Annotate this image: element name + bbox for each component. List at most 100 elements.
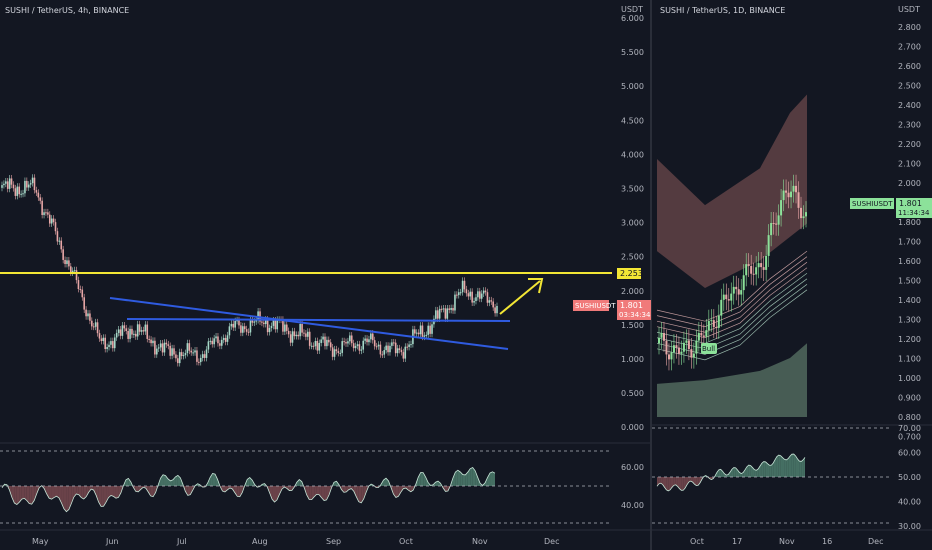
left-rsi-axis: 60.00 40.00 (621, 463, 644, 510)
left-candle-body (31, 177, 34, 184)
lower-band (657, 343, 807, 417)
left-rsi-fill (492, 471, 495, 486)
right-rsi-fill (752, 467, 755, 477)
left-candle-body (236, 320, 238, 322)
left-candle-body (165, 342, 168, 345)
right-price-tick: 1.300 (898, 316, 921, 325)
left-chart-title: SUSHI / TetherUS, 4h, BINANCE (5, 6, 129, 15)
left-candle-body (375, 346, 378, 348)
left-candle-body (314, 340, 317, 347)
left-candle-body (41, 200, 43, 215)
left-candle-body (131, 328, 133, 335)
left-rsi-fill (113, 486, 116, 499)
left-candle-body (1, 185, 3, 188)
left-candle-body (157, 347, 160, 349)
left-candle-body (435, 310, 437, 319)
right-time-label: Nov (779, 537, 795, 546)
left-candle-body (389, 345, 391, 353)
left-candle-body (146, 324, 149, 339)
left-rsi-fill (324, 486, 327, 501)
svg-text:03:34:34: 03:34:34 (619, 311, 651, 319)
right-candle-body (658, 337, 660, 344)
right-price-tick: 1.700 (898, 238, 921, 247)
left-candle-body (178, 352, 181, 364)
right-price-axis: 2.800 2.700 2.600 2.500 2.400 2.300 2.200 2.100… (898, 23, 921, 442)
left-rsi-fill (26, 486, 30, 504)
right-candle-body (792, 185, 795, 192)
right-price-tick: 2.600 (898, 62, 921, 71)
right-time-axis: Oct 17 Nov 16 Dec (690, 537, 883, 546)
left-rsi-fill (56, 486, 59, 498)
left-candle-body (66, 260, 68, 264)
left-candle-body (358, 344, 361, 351)
left-candle-body (467, 293, 470, 297)
left-candle-body (133, 333, 135, 335)
left-candle-body (484, 290, 487, 293)
left-candle-body (102, 337, 105, 342)
left-candle-body (448, 308, 451, 310)
left-candle-body (148, 338, 150, 340)
left-rsi-fill (418, 472, 421, 486)
left-candle-body (264, 319, 267, 325)
right-price-tick: 2.100 (898, 160, 921, 169)
left-candle-body (396, 348, 399, 354)
left-rsi-fill (306, 486, 310, 500)
right-rsi-tick: 30.00 (898, 522, 921, 531)
ma-ribbon-line (656, 272, 808, 344)
left-candle-body (68, 260, 70, 267)
left-candle-body (392, 342, 395, 344)
right-price-tick: 2.000 (898, 179, 921, 188)
right-rsi-fill (671, 477, 674, 488)
left-candle-body (247, 331, 250, 333)
left-candle-body (285, 324, 288, 331)
right-candle-body (715, 326, 718, 328)
right-rsi-fill (688, 477, 691, 483)
left-candle-body (417, 332, 420, 335)
left-candle-body (303, 332, 305, 334)
left-candle-body (171, 348, 173, 356)
right-rsi-fill (718, 469, 721, 477)
left-candle-body (350, 335, 353, 344)
left-rsi-fill (63, 486, 67, 512)
left-candle-body (98, 333, 101, 339)
svg-text:SUSHIUSDT: SUSHIUSDT (575, 302, 616, 310)
right-rsi-fill (675, 477, 678, 487)
left-rsi-fill (343, 486, 347, 493)
right-rsi-fill (791, 454, 794, 477)
left-rsi-fill (111, 486, 114, 497)
right-rsi-fill (666, 477, 669, 491)
left-rsi-fill (309, 486, 312, 500)
right-candle-body (785, 190, 788, 193)
left-price-tick: 3.500 (621, 185, 644, 194)
left-candle-body (20, 193, 22, 195)
right-candle-body (725, 294, 728, 300)
right-candles (658, 174, 807, 371)
left-candles (1, 174, 498, 367)
left-candle-body (219, 343, 221, 346)
left-rsi-fill (153, 486, 156, 497)
left-rsi-fill (296, 479, 300, 486)
left-candle-body (12, 184, 15, 189)
left-time-label: Dec (544, 537, 559, 546)
left-rsi-fill (232, 486, 235, 493)
left-candle-body (56, 231, 59, 242)
left-time-label: Jun (105, 537, 119, 546)
left-rsi-fill (311, 486, 315, 500)
left-rsi-fill (314, 486, 317, 497)
left-candle-body (469, 291, 472, 297)
right-candle-body (765, 255, 768, 270)
left-candle-body (310, 345, 313, 347)
right-candle-body (687, 340, 690, 350)
left-candle-body (220, 339, 223, 346)
left-candle-body (387, 345, 389, 353)
svg-text:1.801: 1.801 (899, 199, 922, 208)
left-candle-body (100, 338, 103, 342)
left-candle-body (333, 349, 336, 357)
left-candle-body (140, 330, 143, 332)
left-time-label: Nov (472, 537, 488, 546)
left-candle-body (104, 337, 107, 350)
left-candle-body (362, 340, 365, 350)
left-candle-body (29, 183, 32, 185)
right-rsi-fill (750, 465, 753, 477)
right-rsi-fill (782, 457, 785, 477)
